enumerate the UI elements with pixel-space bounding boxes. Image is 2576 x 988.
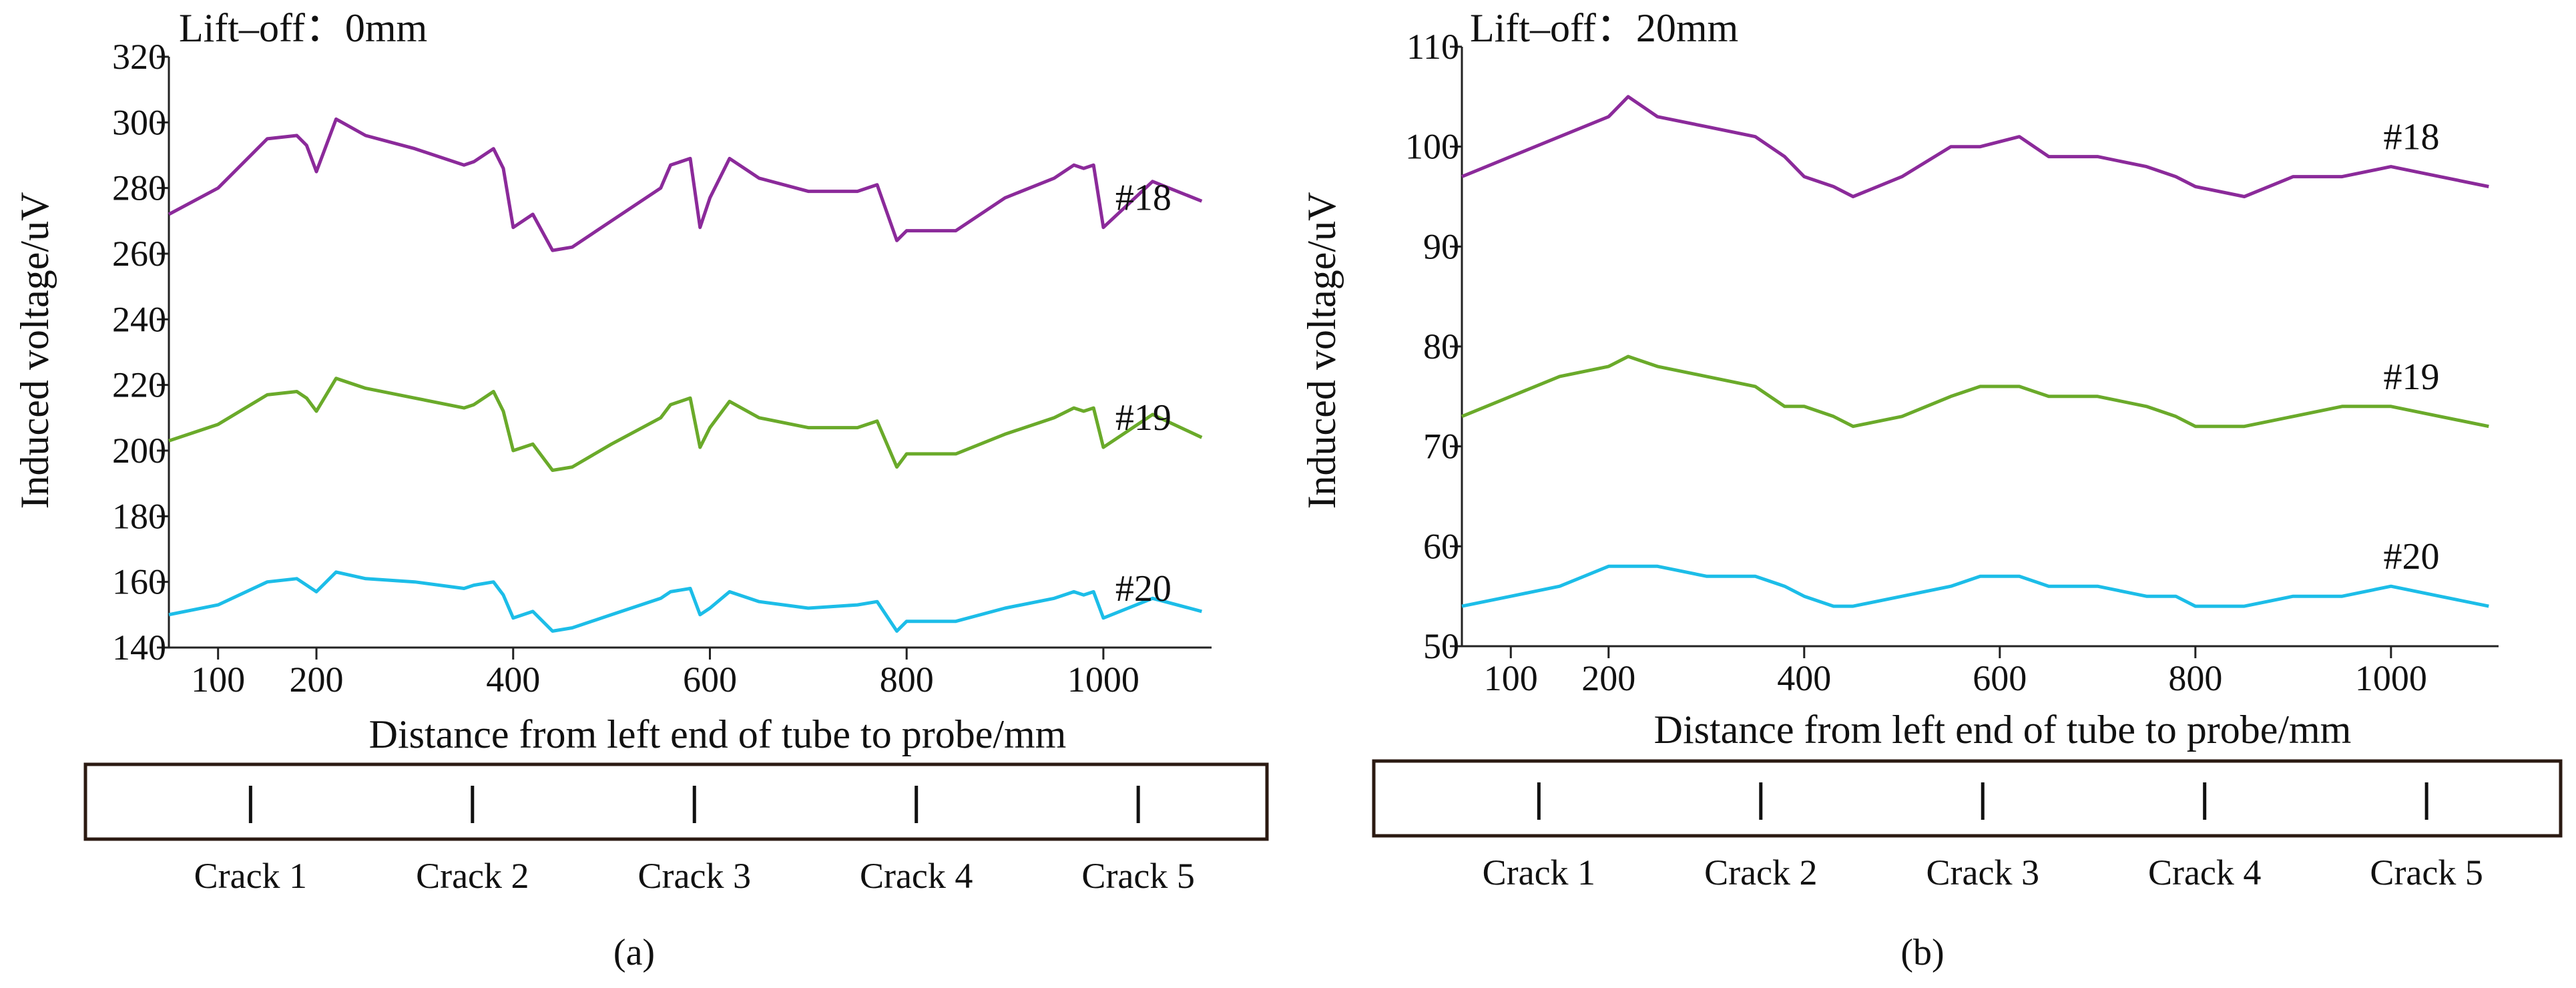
crack-label-5: Crack 5 (1081, 856, 1194, 896)
x-axis-title-a: Distance from left end of tube to probe/… (369, 712, 1067, 756)
x-tick-label-100: 100 (1484, 658, 1538, 698)
tick-group-b: 50 60 70 80 90 100 110 100 200 400 600 800 1000 (1405, 27, 2427, 698)
tick-group-a: 140 160 180 200 220 240 260 280 300 320 100 200 400 6… (112, 37, 1139, 700)
x-tick-label-600: 600 (683, 660, 737, 700)
y-tick-label-180: 180 (112, 496, 166, 536)
series-group-a: #18 #19 #20 (168, 117, 1203, 633)
series-group-b: #18 #19 #20 (1461, 95, 2489, 608)
series-label-18: #18 (1115, 178, 1172, 219)
crack-label-2: Crack 2 (1704, 852, 1817, 893)
tube-diagram-a (83, 762, 1269, 841)
y-tick-label-60: 60 (1423, 526, 1459, 566)
crack-group-b: Crack 1 Crack 2 Crack 3 Crack 4 Crack 5 (1483, 782, 2483, 893)
crack-label-4: Crack 4 (2148, 852, 2261, 893)
liftoff-label-b: Lift–off：20mm (1470, 6, 1738, 50)
x-tick-label-200: 200 (290, 660, 344, 700)
series-line-19 (1461, 354, 2489, 429)
y-tick-label-220: 220 (112, 365, 166, 405)
series-line-19 (168, 377, 1203, 472)
series-line-18 (168, 117, 1203, 252)
panel-label-b: (b) (1900, 932, 1944, 973)
liftoff-label-a: Lift–off：0mm (179, 6, 427, 50)
y-tick-label-100: 100 (1405, 127, 1459, 167)
y-tick-label-200: 200 (112, 431, 166, 471)
x-tick-label-1000: 1000 (2355, 658, 2427, 698)
x-tick-label-200: 200 (1581, 658, 1635, 698)
y-tick-label-70: 70 (1423, 427, 1459, 467)
x-tick-label-100: 100 (191, 660, 245, 700)
series-label-20: #20 (2384, 536, 2440, 577)
series-label-20: #20 (1115, 568, 1172, 609)
crack-label-5: Crack 5 (2370, 852, 2483, 893)
crack-label-4: Crack 4 (860, 856, 973, 896)
x-tick-label-800: 800 (2168, 658, 2222, 698)
y-tick-label-50: 50 (1423, 626, 1459, 666)
series-label-19: #19 (1115, 397, 1172, 439)
panel-b: Lift–off：20mm Induced voltage/uV Distanc… (1300, 6, 2563, 973)
series-label-19: #19 (2384, 356, 2440, 398)
series-line-18 (1461, 95, 2489, 198)
panel-a: Lift–off：0mm Induced voltage/uV Distance… (13, 6, 1269, 973)
crack-label-3: Crack 3 (638, 856, 751, 896)
y-tick-label-280: 280 (112, 168, 166, 208)
series-line-20 (1461, 564, 2489, 608)
y-axis-title-a: Induced voltage/uV (13, 192, 57, 509)
crack-label-1: Crack 1 (194, 856, 307, 896)
crack-label-2: Crack 2 (416, 856, 529, 896)
y-tick-label-320: 320 (112, 37, 166, 77)
x-axis-title-b: Distance from left end of tube to probe/… (1654, 708, 2352, 752)
x-tick-label-1000: 1000 (1067, 660, 1139, 700)
y-tick-label-260: 260 (112, 234, 166, 274)
y-tick-label-80: 80 (1423, 326, 1459, 366)
y-tick-label-160: 160 (112, 562, 166, 602)
series-label-18: #18 (2384, 117, 2440, 158)
crack-label-3: Crack 3 (1926, 852, 2039, 893)
series-line-20 (168, 570, 1202, 633)
x-tick-label-800: 800 (880, 660, 934, 700)
y-tick-label-140: 140 (112, 628, 166, 668)
y-tick-label-300: 300 (112, 102, 166, 142)
x-tick-label-400: 400 (486, 660, 540, 700)
y-tick-label-90: 90 (1423, 226, 1459, 266)
panel-label-a: (a) (613, 932, 655, 973)
crack-label-1: Crack 1 (1483, 852, 1595, 893)
x-tick-label-400: 400 (1777, 658, 1831, 698)
x-tick-label-600: 600 (1973, 658, 2027, 698)
tube-diagram-b (1372, 759, 2563, 838)
y-tick-label-240: 240 (112, 299, 166, 339)
y-tick-label-110: 110 (1406, 27, 1459, 67)
y-axis-title-b: Induced voltage/uV (1300, 192, 1344, 509)
crack-group-a: Crack 1 Crack 2 Crack 3 Crack 4 Crack 5 (194, 786, 1195, 896)
